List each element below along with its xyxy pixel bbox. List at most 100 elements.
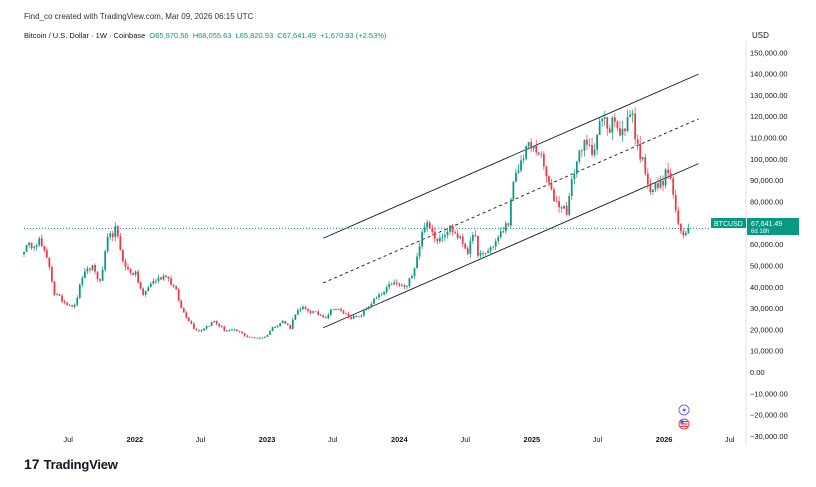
legend-close: C67,641.49 [277, 31, 317, 40]
candle [522, 154, 525, 165]
candle [132, 272, 134, 276]
y-axis[interactable]: 150,000.00 140,000.00 130,000.00 120,000.00… [750, 48, 788, 441]
candle [246, 334, 249, 338]
candle [395, 279, 398, 287]
candle [492, 245, 495, 250]
candle [606, 116, 609, 136]
candle [342, 309, 345, 315]
flag-us-icon[interactable] [678, 418, 690, 430]
candle [479, 250, 482, 260]
y-tick-label: 80,000.00 [750, 198, 783, 207]
symbol-tag-bg [711, 218, 746, 228]
candle [674, 189, 677, 213]
candle [271, 326, 274, 332]
candle [89, 267, 91, 274]
candle [441, 233, 444, 243]
candle [652, 189, 654, 196]
candle [251, 337, 254, 339]
symbol-name[interactable]: Bitcoin / U.S. Dollar · 1W · Coinbase [24, 31, 146, 40]
candle [182, 307, 185, 313]
candle [482, 250, 484, 258]
candle [243, 332, 246, 337]
candle [477, 235, 479, 258]
candle [165, 274, 167, 278]
candle [335, 308, 337, 311]
candlestick-series [23, 107, 690, 340]
candle [91, 264, 94, 272]
candle [684, 230, 687, 237]
candle [324, 316, 327, 319]
candle [264, 336, 266, 339]
candle [162, 273, 165, 281]
candle [598, 118, 601, 136]
countdown-text: 6d 18h [751, 229, 769, 235]
candle [236, 329, 238, 332]
candle [421, 228, 424, 250]
candle [48, 257, 51, 271]
x-tick-label: 2022 [127, 435, 144, 444]
candle [144, 290, 147, 298]
candle [436, 238, 439, 245]
candle [461, 233, 464, 247]
candle [322, 314, 325, 318]
candle [659, 175, 662, 190]
candle [431, 224, 434, 236]
candle [205, 325, 208, 330]
candle [256, 337, 259, 339]
candle [116, 225, 119, 239]
candle [535, 139, 538, 156]
candle [565, 201, 568, 216]
candle [350, 316, 353, 320]
candle [157, 274, 160, 284]
candle [624, 128, 626, 137]
candle [438, 234, 441, 244]
candle [504, 220, 507, 235]
lightning-icon[interactable] [678, 404, 690, 416]
candle [591, 138, 593, 158]
candle [682, 228, 685, 239]
candle [679, 223, 682, 234]
y-tick-label: 150,000.00 [750, 48, 788, 57]
x-tick-label: 2023 [259, 435, 276, 444]
candle [373, 298, 375, 305]
candle [540, 151, 543, 159]
candle [96, 271, 99, 283]
candle [129, 268, 132, 276]
candle [596, 133, 598, 156]
candle [94, 263, 96, 275]
candle [527, 142, 530, 150]
candle [127, 263, 129, 271]
tradingview-brand[interactable]: 17 TradingView [24, 456, 118, 472]
candle [28, 241, 30, 249]
candle [352, 314, 355, 320]
candle [403, 284, 406, 290]
candle [507, 222, 510, 227]
channel-lower-line[interactable] [323, 163, 699, 329]
candle [537, 151, 540, 156]
candle [657, 177, 659, 191]
candle [258, 337, 261, 340]
candle [634, 107, 637, 146]
candle [30, 242, 33, 250]
candle [193, 322, 195, 330]
candle [134, 270, 137, 277]
candle [581, 148, 583, 157]
candle [200, 329, 203, 333]
x-tick-label: Jul [63, 435, 73, 444]
candle [515, 168, 517, 183]
candle [378, 292, 380, 301]
candle [78, 283, 81, 300]
candle [187, 317, 190, 322]
channel-upper-line[interactable] [323, 73, 699, 239]
candle [190, 320, 193, 325]
candle [400, 283, 403, 287]
legend-open: O65,970.56 [149, 31, 189, 40]
candle [266, 334, 269, 338]
x-axis[interactable]: Jul 2022 Jul 2023 Jul 2024 Jul 2025 Jul 2026 Jul [63, 435, 734, 444]
candle [225, 329, 228, 333]
candle [81, 275, 84, 288]
candle [456, 229, 459, 240]
candle [43, 245, 46, 253]
candle [152, 278, 155, 285]
